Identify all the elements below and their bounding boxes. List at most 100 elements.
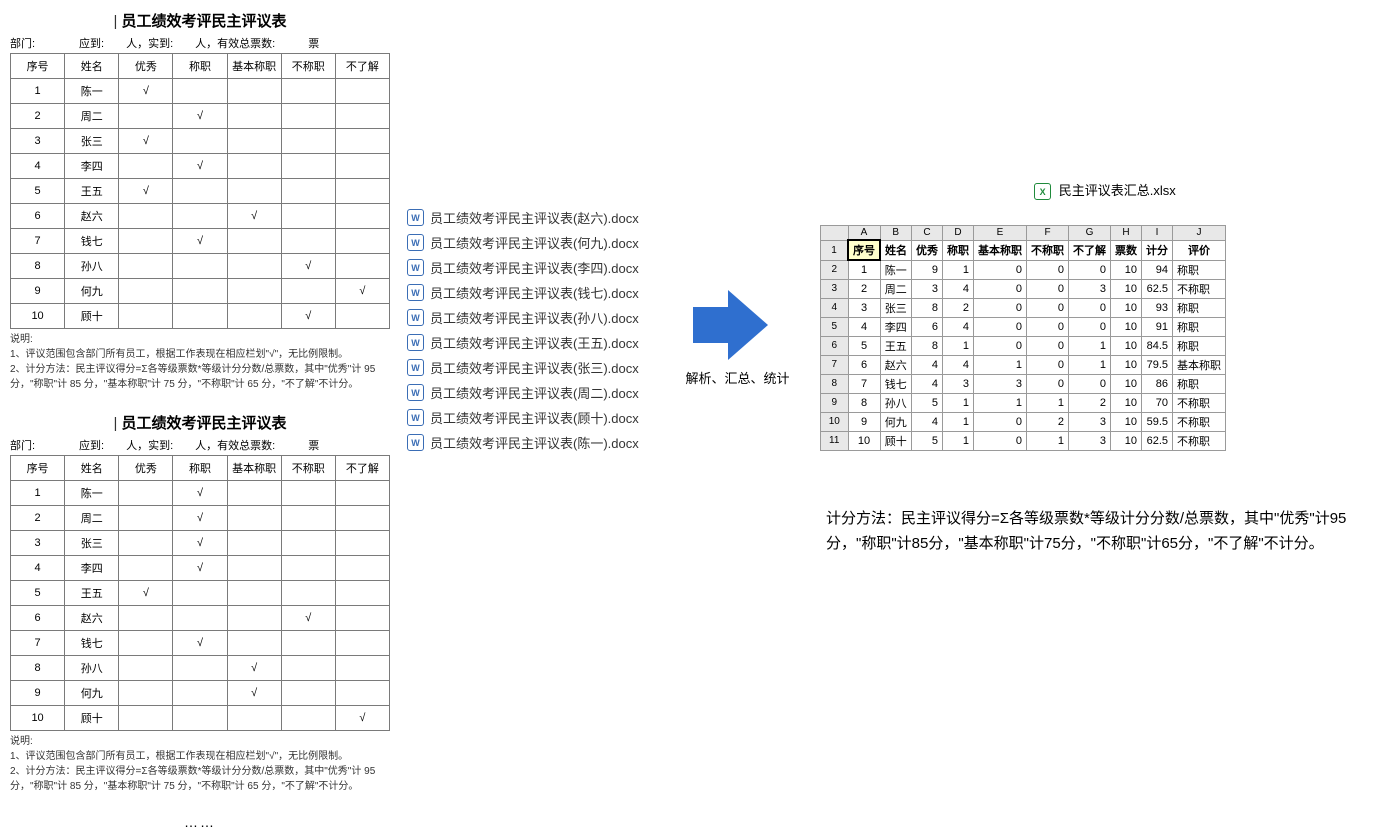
table-cell: 孙八 bbox=[65, 656, 119, 681]
table-cell bbox=[335, 229, 389, 254]
docx-file-item[interactable]: W员工绩效考评民主评议表(孙八).docx bbox=[405, 305, 675, 330]
docx-file-item[interactable]: W员工绩效考评民主评议表(王五).docx bbox=[405, 330, 675, 355]
table-cell: √ bbox=[119, 79, 173, 104]
table-cell bbox=[281, 481, 335, 506]
column-header: 称职 bbox=[173, 456, 227, 481]
excel-cell: 0 bbox=[974, 336, 1027, 355]
note-2: 2、计分方法：民主评议得分=Σ各等级票数*等级计分分数/总票数，其中"优秀"计 … bbox=[10, 364, 375, 390]
table-cell bbox=[281, 79, 335, 104]
table-cell bbox=[227, 229, 281, 254]
excel-cell: 4 bbox=[912, 374, 943, 393]
excel-cell: 10 bbox=[1111, 336, 1142, 355]
table-cell bbox=[335, 179, 389, 204]
excel-row-number: 2 bbox=[821, 260, 849, 279]
table-cell bbox=[281, 154, 335, 179]
excel-column-letter: I bbox=[1142, 226, 1173, 241]
file-name: 员工绩效考评民主评议表(孙八).docx bbox=[430, 308, 639, 327]
excel-header-cell: 票数 bbox=[1111, 240, 1142, 260]
excel-cell: 3 bbox=[1069, 431, 1111, 450]
docx-file-item[interactable]: W 员工绩效考评民主评议表(赵六).docx bbox=[405, 205, 675, 230]
table-cell: 何九 bbox=[65, 681, 119, 706]
excel-header-cell: 不称职 bbox=[1027, 240, 1069, 260]
docx-icon: W bbox=[407, 434, 424, 451]
table-cell: 钱七 bbox=[65, 229, 119, 254]
table-cell bbox=[227, 531, 281, 556]
docx-file-item[interactable]: W员工绩效考评民主评议表(顾十).docx bbox=[405, 405, 675, 430]
excel-column-letter: E bbox=[974, 226, 1027, 241]
column-header: 序号 bbox=[11, 456, 65, 481]
form-sheet-2: 员工绩效考评民主评议表 部门: 应到: 人，实到: 人，有效总票数: 票 序号姓… bbox=[10, 412, 390, 794]
excel-cell: 3 bbox=[848, 298, 880, 317]
table-cell bbox=[335, 79, 389, 104]
table-cell bbox=[281, 279, 335, 304]
excel-cell: 84.5 bbox=[1142, 336, 1173, 355]
excel-cell: 3 bbox=[1069, 412, 1111, 431]
table-cell: 赵六 bbox=[65, 204, 119, 229]
table-cell: √ bbox=[335, 279, 389, 304]
form-title: 员工绩效考评民主评议表 bbox=[10, 10, 390, 31]
table-cell bbox=[227, 706, 281, 731]
table-cell: 10 bbox=[11, 304, 65, 329]
excel-cell: 不称职 bbox=[1173, 431, 1226, 450]
excel-cell: 2 bbox=[943, 298, 974, 317]
excel-header-cell: 称职 bbox=[943, 240, 974, 260]
table-cell bbox=[119, 706, 173, 731]
xlsx-icon: X bbox=[1034, 183, 1051, 200]
table-cell bbox=[335, 129, 389, 154]
excel-cell: 62.5 bbox=[1142, 431, 1173, 450]
file-name: 员工绩效考评民主评议表(赵六).docx bbox=[430, 208, 639, 227]
docx-icon: W bbox=[407, 209, 424, 226]
excel-cell: 1 bbox=[943, 336, 974, 355]
table-cell: √ bbox=[173, 506, 227, 531]
excel-row-number: 11 bbox=[821, 431, 849, 450]
excel-cell: 86 bbox=[1142, 374, 1173, 393]
table-cell: 王五 bbox=[65, 581, 119, 606]
excel-cell: 5 bbox=[848, 336, 880, 355]
table-cell bbox=[281, 506, 335, 531]
docx-file-item[interactable]: W员工绩效考评民主评议表(陈一).docx bbox=[405, 430, 675, 455]
column-header: 序号 bbox=[11, 54, 65, 79]
excel-cell: 10 bbox=[1111, 355, 1142, 374]
docx-file-item[interactable]: W 员工绩效考评民主评议表(张三).docx bbox=[405, 355, 675, 380]
table-cell bbox=[281, 204, 335, 229]
excel-cell: 王五 bbox=[880, 336, 912, 355]
table-cell: √ bbox=[281, 304, 335, 329]
docx-file-item[interactable]: W员工绩效考评民主评议表(何九).docx bbox=[405, 230, 675, 255]
column-header: 不了解 bbox=[335, 456, 389, 481]
table-cell bbox=[119, 606, 173, 631]
excel-row-number: 7 bbox=[821, 355, 849, 374]
excel-cell: 8 bbox=[912, 298, 943, 317]
table-cell: √ bbox=[335, 706, 389, 731]
excel-cell: 9 bbox=[848, 412, 880, 431]
excel-cell: 周二 bbox=[880, 279, 912, 298]
table-cell bbox=[281, 531, 335, 556]
table-cell bbox=[119, 506, 173, 531]
excel-row-number: 4 bbox=[821, 298, 849, 317]
excel-cell: 0 bbox=[1069, 298, 1111, 317]
table-cell bbox=[281, 656, 335, 681]
excel-cell: 9 bbox=[912, 260, 943, 279]
table-cell: 3 bbox=[11, 129, 65, 154]
file-name: 员工绩效考评民主评议表(顾十).docx bbox=[430, 408, 639, 427]
excel-cell: 10 bbox=[1111, 393, 1142, 412]
excel-cell: 0 bbox=[1027, 374, 1069, 393]
docx-file-item[interactable]: W员工绩效考评民主评议表(钱七).docx bbox=[405, 280, 675, 305]
excel-cell: 1 bbox=[1027, 431, 1069, 450]
docx-file-list: W 员工绩效考评民主评议表(赵六).docx W员工绩效考评民主评议表(何九).do… bbox=[405, 10, 675, 455]
table-cell bbox=[281, 706, 335, 731]
excel-row-number: 9 bbox=[821, 393, 849, 412]
arrow-label: 解析、汇总、统计 bbox=[670, 368, 805, 387]
docx-file-item[interactable]: W员工绩效考评民主评议表(李四).docx bbox=[405, 255, 675, 280]
excel-cell: 称职 bbox=[1173, 317, 1226, 336]
excel-cell: 0 bbox=[1027, 260, 1069, 279]
excel-cell: 不称职 bbox=[1173, 393, 1226, 412]
excel-cell: 0 bbox=[974, 412, 1027, 431]
table-cell: 7 bbox=[11, 631, 65, 656]
docx-file-item[interactable]: W员工绩效考评民主评议表(周二).docx bbox=[405, 380, 675, 405]
table-cell bbox=[335, 506, 389, 531]
excel-cell: 不称职 bbox=[1173, 279, 1226, 298]
excel-cell: 0 bbox=[974, 431, 1027, 450]
excel-column-letter: D bbox=[943, 226, 974, 241]
docx-icon: W bbox=[407, 359, 424, 376]
file-name: 员工绩效考评民主评议表(张三).docx bbox=[430, 358, 639, 377]
